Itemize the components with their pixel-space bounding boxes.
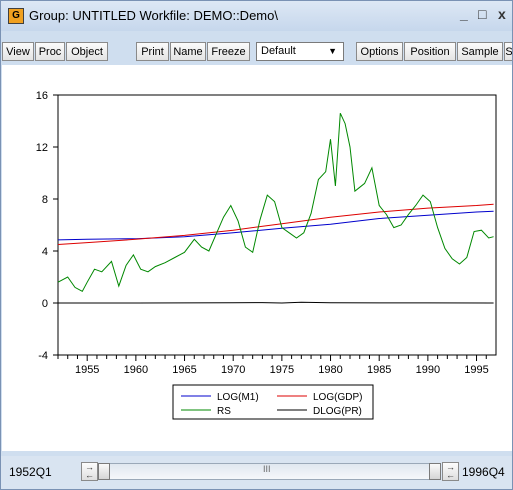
object-button[interactable]: Object xyxy=(66,42,108,61)
minimize-icon[interactable]: _ xyxy=(460,6,468,22)
x-tick-label: 1970 xyxy=(221,364,245,376)
proc-button[interactable]: Proc xyxy=(35,42,65,61)
y-tick-label: 12 xyxy=(36,142,48,154)
x-tick-label: 1965 xyxy=(172,364,196,376)
x-tick-label: 1955 xyxy=(75,364,99,376)
sample-start-label: 1952Q1 xyxy=(9,465,52,479)
expand-right-button[interactable]: → ← xyxy=(442,462,459,481)
series-line-dlog-pr xyxy=(58,301,494,304)
overflow-button[interactable]: S xyxy=(504,42,512,61)
chevron-down-icon: ▼ xyxy=(328,46,337,56)
range-grip-icon: III xyxy=(263,464,271,474)
sample-button[interactable]: Sample xyxy=(457,42,503,61)
maximize-icon[interactable]: □ xyxy=(478,6,487,22)
name-button[interactable]: Name xyxy=(170,42,206,61)
y-tick-label: 8 xyxy=(42,194,48,206)
options-button[interactable]: Options xyxy=(356,42,403,61)
series-line-rs xyxy=(57,112,494,292)
group-app-icon: G xyxy=(8,8,24,24)
line-chart: -4 0 4 8 12 16 1955 1960 1965 1970 1975 1980 1985 199… xyxy=(36,90,497,420)
toolbar: View Proc Object Print Name Freeze Defau… xyxy=(1,42,512,64)
legend-box xyxy=(172,384,374,420)
x-tick-label: 1990 xyxy=(416,364,440,376)
y-tick-label: 4 xyxy=(42,246,48,258)
y-tick-label: 16 xyxy=(36,90,48,102)
freeze-button[interactable]: Freeze xyxy=(207,42,250,61)
legend-label: LOG(M1) xyxy=(217,392,259,403)
dropdown-value: Default xyxy=(261,45,296,57)
print-button[interactable]: Print xyxy=(136,42,169,61)
legend-label: DLOG(PR) xyxy=(313,406,362,417)
graph-type-dropdown[interactable]: Default ▼ xyxy=(256,42,344,61)
x-tick-label: 1980 xyxy=(318,364,342,376)
expand-left-button[interactable]: → ← xyxy=(81,462,98,481)
y-tick-label: -4 xyxy=(38,350,48,362)
close-icon[interactable]: x xyxy=(498,6,506,22)
x-tick-label: 1975 xyxy=(270,364,294,376)
x-tick-label: 1960 xyxy=(124,364,148,376)
x-tick-label: 1985 xyxy=(367,364,391,376)
window-title: Group: UNTITLED Workfile: DEMO::Demo\ xyxy=(29,8,278,23)
sample-end-label: 1996Q4 xyxy=(462,465,505,479)
legend-label: RS xyxy=(217,406,231,417)
x-tick-label: 1995 xyxy=(464,364,488,376)
view-button[interactable]: View xyxy=(2,42,34,61)
series-line-log-gdp xyxy=(57,203,494,245)
plot-border xyxy=(57,94,497,356)
title-bar[interactable]: G Group: UNTITLED Workfile: DEMO::Demo\ … xyxy=(1,1,512,31)
series-line-log-m1 xyxy=(57,210,494,241)
sample-start-handle[interactable] xyxy=(98,463,110,480)
sample-end-handle[interactable] xyxy=(429,463,441,480)
position-button[interactable]: Position xyxy=(404,42,456,61)
legend-label: LOG(GDP) xyxy=(313,392,362,403)
graph-area[interactable]: -4 0 4 8 12 16 1955 1960 1965 1970 1975 1980 1985 199… xyxy=(2,65,512,451)
sample-bar: 1952Q1 → ← III → ← 1996Q4 xyxy=(1,456,512,489)
y-tick-label: 0 xyxy=(42,298,48,310)
